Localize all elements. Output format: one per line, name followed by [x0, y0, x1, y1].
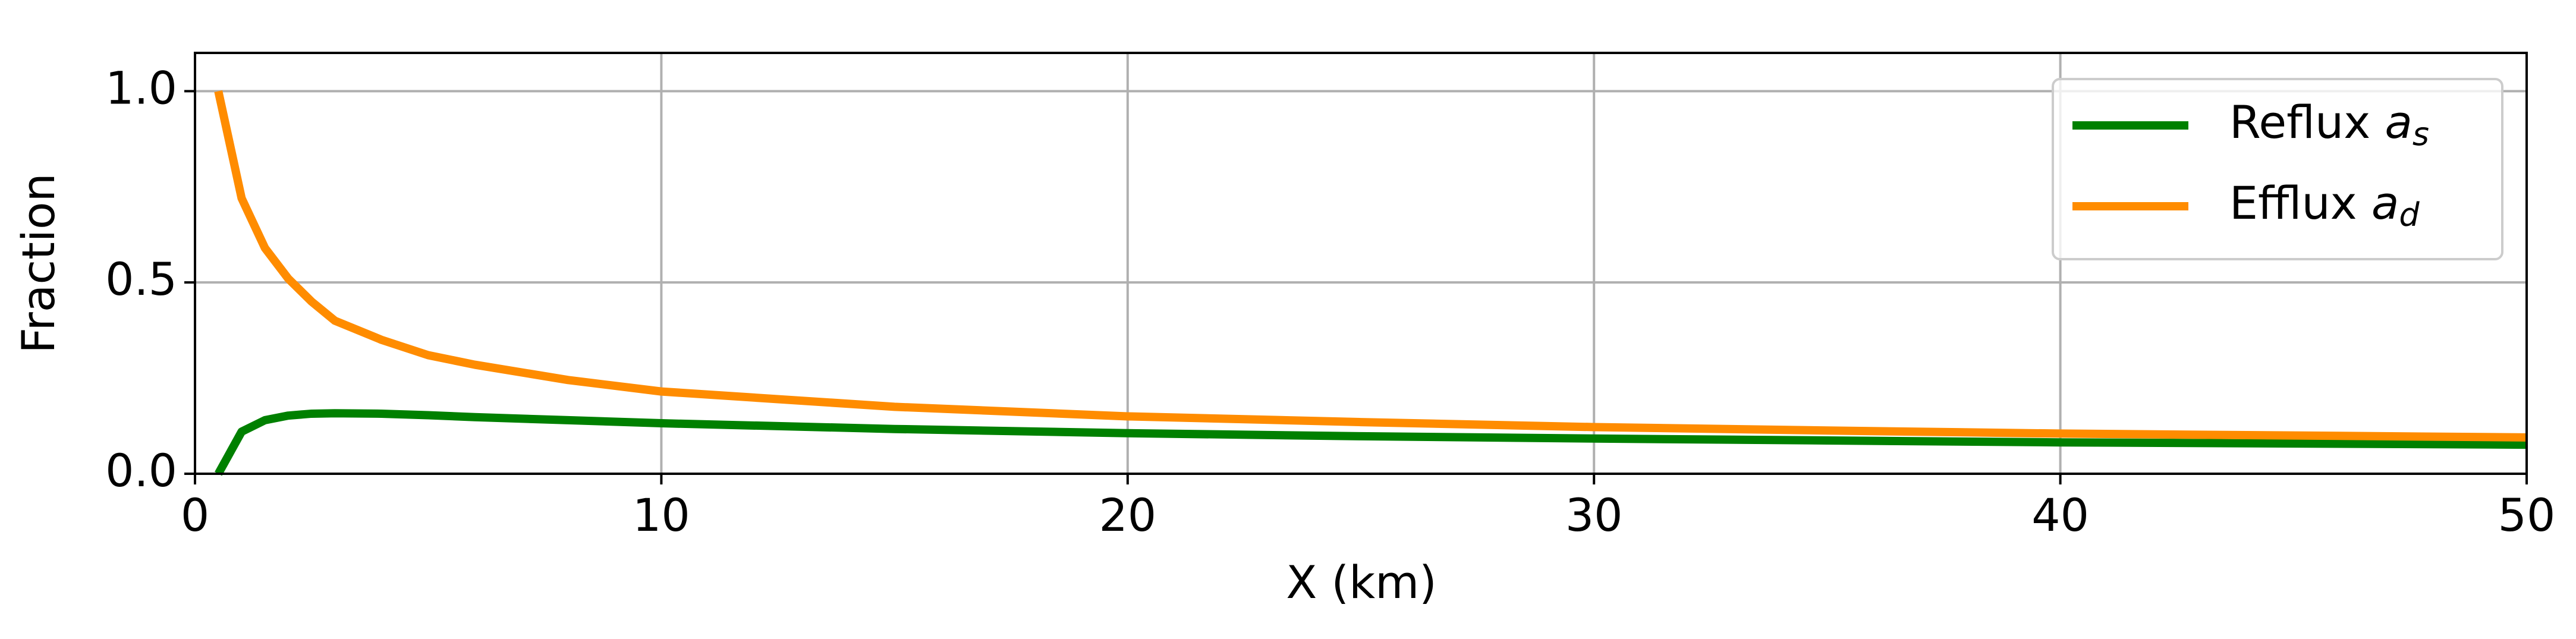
data-line [215, 409, 2527, 476]
x-axis-label: X (km) [1286, 556, 1437, 609]
x-tick-label: 30 [1565, 489, 1623, 542]
data-line [214, 90, 2527, 442]
x-tick-label: 40 [2031, 489, 2089, 542]
y-tick-label: 0.0 [105, 444, 177, 497]
legend-label: Efflux ad [2229, 177, 2420, 234]
y-tick-label: 1.0 [105, 61, 177, 114]
y-axis-label: Fraction [12, 173, 65, 353]
x-tick-label: 20 [1099, 489, 1156, 542]
legend: Reflux as Efflux ad [2052, 78, 2503, 260]
plot-frame [194, 52, 2528, 475]
legend-label: Reflux as [2229, 96, 2429, 153]
y-tick-label: 0.5 [105, 253, 177, 306]
x-tick-label: 0 [181, 489, 209, 542]
x-tick-label: 50 [2498, 489, 2556, 542]
x-tick-label: 10 [633, 489, 690, 542]
